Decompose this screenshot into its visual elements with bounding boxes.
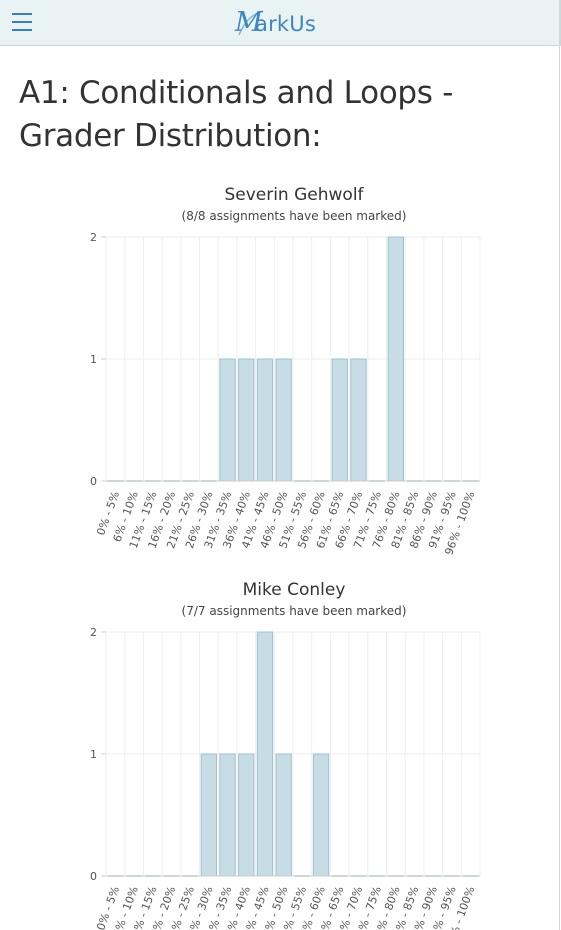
bar [275, 358, 292, 482]
chart-title: Severin Gehwolf [224, 185, 364, 205]
y-tick-label: 2 [90, 626, 97, 639]
bar [331, 358, 348, 482]
chart-subtitle: (7/7 assignments have been marked) [181, 604, 407, 618]
bar [200, 753, 218, 877]
bar [256, 358, 274, 482]
app-header: M arkUs [0, 0, 561, 46]
bar [275, 753, 292, 877]
hamburger-menu-icon[interactable] [10, 10, 34, 34]
page-title: A1: Conditionals and Loops - Grader Dist… [19, 75, 454, 154]
bar [312, 753, 330, 877]
chart-subtitle: (8/8 assignments have been marked) [181, 209, 407, 223]
y-tick-label: 0 [90, 870, 97, 883]
y-tick-label: 1 [90, 748, 97, 761]
page-right-border [559, 0, 560, 930]
bar [350, 358, 367, 482]
chart-title: Mike Conley [242, 580, 346, 600]
y-tick-label: 0 [90, 475, 97, 488]
logo-swoosh-icon [238, 10, 264, 36]
bar [387, 236, 405, 482]
logo-letter-m: M [235, 7, 263, 38]
y-tick-label: 2 [90, 231, 97, 244]
bar [219, 358, 236, 482]
bar [256, 631, 274, 877]
logo-text: arkUs [255, 12, 316, 36]
bar [238, 753, 255, 877]
bar [219, 753, 236, 877]
y-tick-label: 1 [90, 353, 97, 366]
markus-logo[interactable]: M arkUs [235, 7, 335, 41]
bar [238, 358, 255, 482]
